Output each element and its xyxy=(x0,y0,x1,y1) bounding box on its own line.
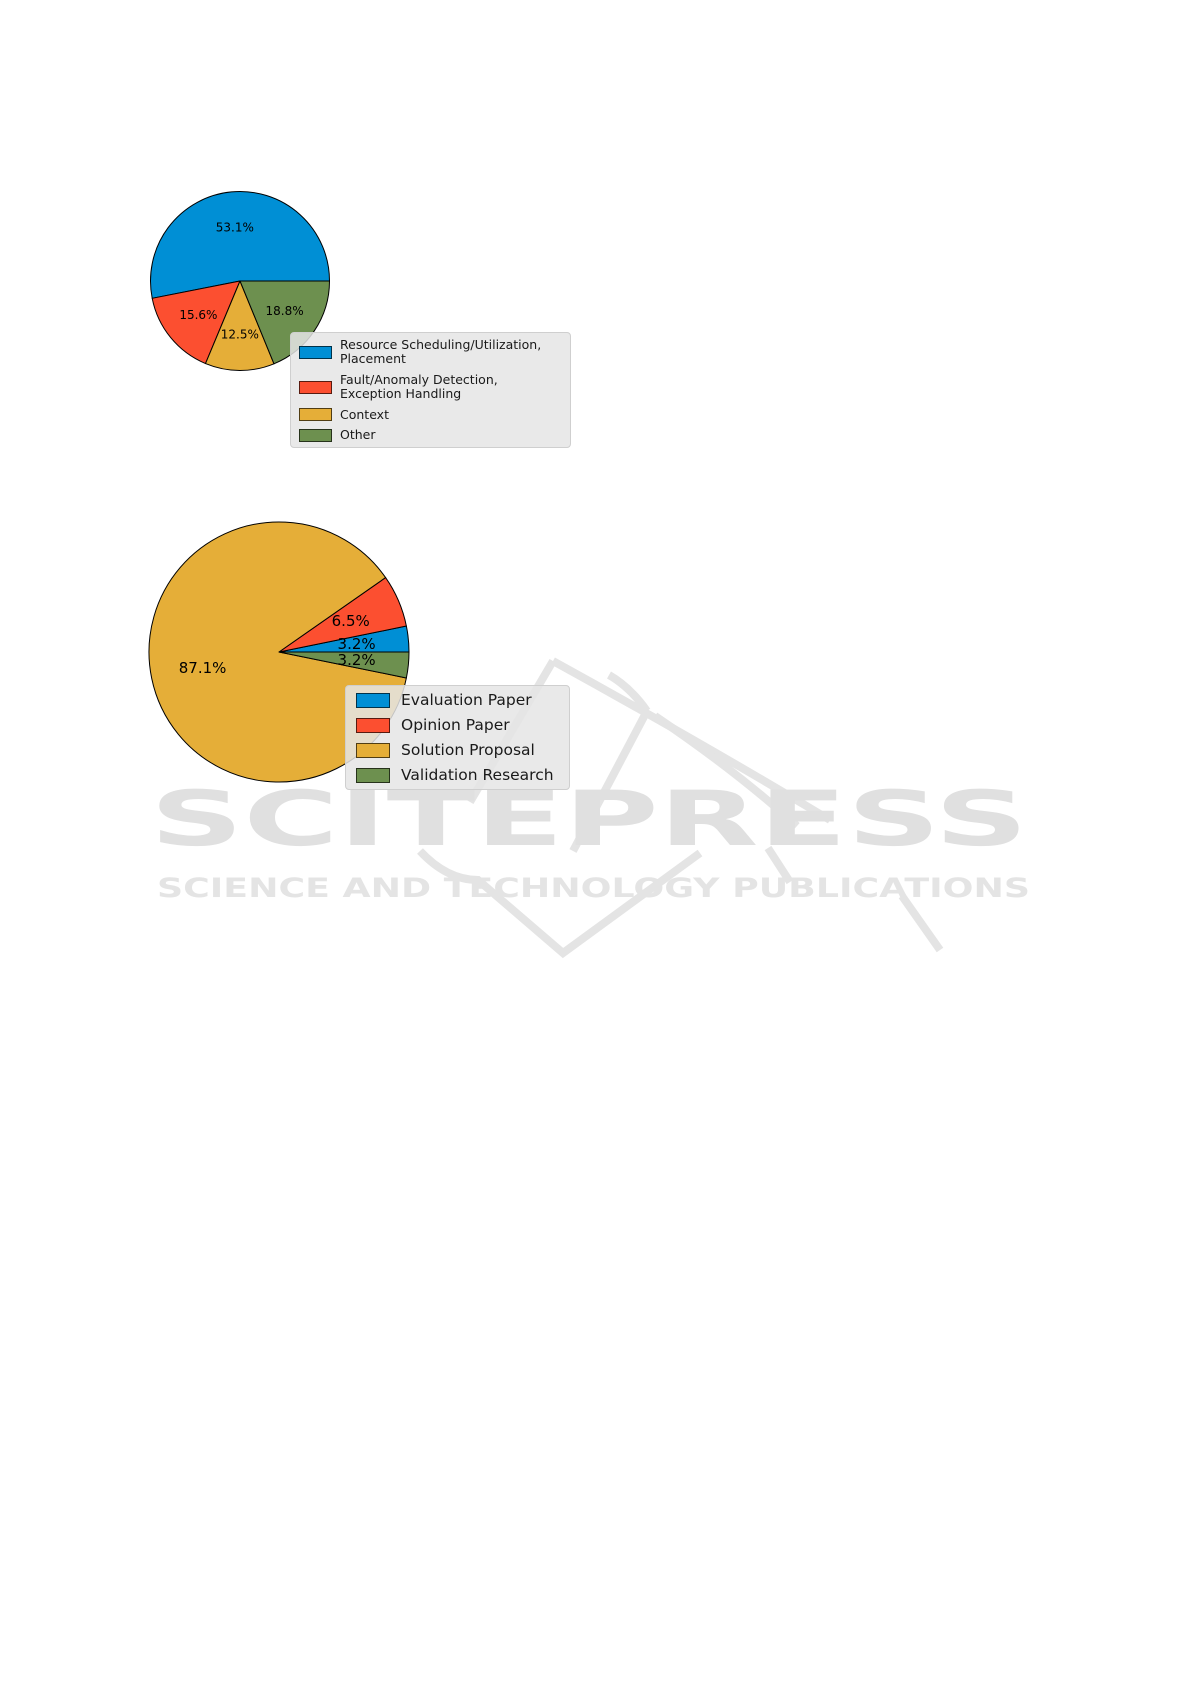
pie-slice xyxy=(204,280,275,371)
legend-item-label: Evaluation Paper xyxy=(401,690,532,709)
pie-chart-topics: 53.1% 15.6% 12.5% 18.8% xyxy=(150,191,330,371)
legend-item-label: Opinion Paper xyxy=(401,715,510,734)
legend-paper-types: Evaluation Paper Opinion Paper Solution Pr… xyxy=(345,685,570,790)
pie-percent-label: 15.6% xyxy=(179,308,217,322)
pie-percent-label: 53.1% xyxy=(216,221,254,235)
pie-percent-label: 3.2% xyxy=(338,635,376,653)
legend-swatch-icon xyxy=(299,428,332,442)
legend-item: Evaluation Paper xyxy=(356,690,559,709)
legend-item: Validation Research xyxy=(356,765,559,784)
legend-item-label: Fault/Anomaly Detection, Exception Handli… xyxy=(340,371,498,401)
legend-swatch-icon xyxy=(356,692,390,708)
pie-percent-label: 87.1% xyxy=(179,659,227,677)
pie-percent-label: 18.8% xyxy=(266,304,304,318)
legend-item: Resource Scheduling/Utilization, Placemen… xyxy=(299,336,562,367)
legend-item: Other xyxy=(299,427,562,443)
legend-item-label: Other xyxy=(340,427,376,442)
pie-slice xyxy=(151,280,241,365)
pie-slice xyxy=(239,280,330,365)
legend-topics: Resource Scheduling/Utilization, Placemen… xyxy=(290,332,571,448)
legend-item: Solution Proposal xyxy=(356,740,559,759)
legend-item: Fault/Anomaly Detection, Exception Handli… xyxy=(299,371,562,402)
pie-chart-paper-types: 3.2% 6.5% 87.1% 3.2% xyxy=(148,521,410,783)
legend-swatch-icon xyxy=(356,767,390,783)
legend-swatch-icon xyxy=(299,345,332,359)
pie-slice xyxy=(150,191,330,299)
pie-slice xyxy=(278,651,410,679)
legend-swatch-icon xyxy=(356,742,390,758)
legend-item-label: Resource Scheduling/Utilization, Placemen… xyxy=(340,336,542,366)
legend-swatch-icon xyxy=(356,717,390,733)
legend-swatch-icon xyxy=(299,380,332,394)
pie-percent-label: 12.5% xyxy=(221,328,259,342)
legend-item-label: Validation Research xyxy=(401,765,554,784)
legend-item: Context xyxy=(299,406,562,423)
legend-swatch-icon xyxy=(299,408,332,422)
pie-percent-label: 3.2% xyxy=(338,651,376,669)
pie-percent-label: 6.5% xyxy=(332,612,370,630)
legend-item-label: Context xyxy=(340,406,389,422)
legend-item-label: Solution Proposal xyxy=(401,740,535,759)
legend-item: Opinion Paper xyxy=(356,715,559,734)
